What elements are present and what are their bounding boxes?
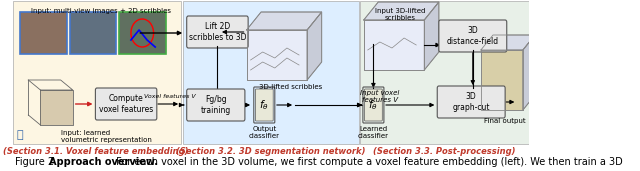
FancyBboxPatch shape [439,20,507,52]
Text: Approach overview.: Approach overview. [49,157,157,167]
Text: 3D
graph-cut: 3D graph-cut [452,92,490,112]
Polygon shape [246,30,307,80]
Text: Input 3D-lifted
scribbles: Input 3D-lifted scribbles [375,8,425,21]
Text: Learned
classifier: Learned classifier [358,126,389,139]
Text: Input: multi-view images + 2D scribbles: Input: multi-view images + 2D scribbles [31,8,171,14]
Text: $f_\theta$: $f_\theta$ [369,98,378,112]
Polygon shape [307,12,322,80]
Text: 🔷: 🔷 [16,130,23,140]
Polygon shape [246,12,322,30]
Polygon shape [40,90,73,125]
FancyBboxPatch shape [182,1,359,144]
FancyBboxPatch shape [95,88,157,120]
Text: $f_\theta$: $f_\theta$ [259,98,269,112]
FancyBboxPatch shape [365,89,382,121]
Text: Input voxel
features V: Input voxel features V [360,89,399,103]
Polygon shape [523,35,535,110]
FancyBboxPatch shape [255,89,273,121]
Text: (Section 3.3. Post-processing): (Section 3.3. Post-processing) [373,147,516,156]
Text: Input: learned
volumetric representation: Input: learned volumetric representation [61,130,152,143]
FancyBboxPatch shape [187,89,245,121]
Text: For each voxel in the 3D volume, we first compute a voxel feature embedding (lef: For each voxel in the 3D volume, we firs… [113,157,623,167]
FancyBboxPatch shape [119,12,166,54]
FancyBboxPatch shape [20,12,67,54]
Polygon shape [424,2,439,70]
Text: Output
classifier: Output classifier [249,126,280,139]
Text: Lift 2D
scribbles to 3D: Lift 2D scribbles to 3D [189,22,246,42]
Text: (Section 3.1. Voxel feature embedding): (Section 3.1. Voxel feature embedding) [3,147,189,156]
FancyBboxPatch shape [187,16,248,48]
Text: Final output: Final output [484,118,526,124]
Text: 3D-lifted scribbles: 3D-lifted scribbles [259,84,323,90]
Polygon shape [481,35,535,50]
Text: Compute
voxel features: Compute voxel features [99,94,153,114]
FancyBboxPatch shape [360,1,529,144]
FancyBboxPatch shape [13,1,181,144]
Text: Voxel features V: Voxel features V [144,95,196,100]
Text: (Section 3.2. 3D segmentation network): (Section 3.2. 3D segmentation network) [176,147,365,156]
Text: 3D
distance-field: 3D distance-field [447,26,499,46]
FancyBboxPatch shape [437,86,505,118]
Polygon shape [364,2,439,20]
Text: Figure 2.: Figure 2. [15,157,57,167]
Polygon shape [481,50,523,110]
FancyBboxPatch shape [70,12,116,54]
Polygon shape [364,20,424,70]
Text: Fg/bg
training: Fg/bg training [201,95,231,115]
